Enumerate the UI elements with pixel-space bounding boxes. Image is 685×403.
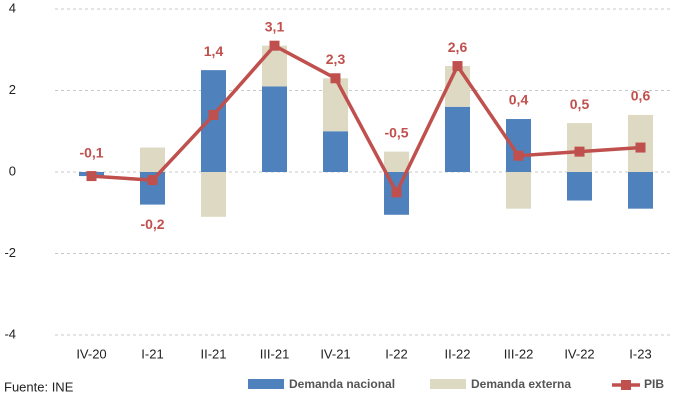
source: Fuente: INE (4, 379, 74, 394)
data-label: -0,2 (140, 216, 164, 232)
marker (208, 109, 219, 120)
data-label: 0,6 (631, 88, 651, 104)
bar (201, 172, 226, 217)
marker (635, 142, 646, 153)
bar (384, 151, 409, 172)
x-tick-label: I-23 (629, 346, 651, 361)
x-tick-label: III-22 (504, 346, 534, 361)
marker (391, 187, 402, 198)
y-tick-label: -2 (4, 245, 16, 260)
legend-label: PIB (644, 377, 664, 391)
marker (147, 175, 158, 186)
marker (86, 171, 97, 182)
y-tick-label: 4 (9, 0, 16, 15)
y-tick-label: 2 (9, 82, 16, 97)
y-tick-label: 0 (9, 163, 16, 178)
bar (567, 172, 592, 201)
x-tick-label: I-22 (385, 346, 407, 361)
data-label: 0,5 (570, 96, 590, 112)
bar (323, 78, 348, 132)
data-label: 0,4 (509, 92, 529, 108)
x-tick-label: III-21 (260, 346, 290, 361)
data-label: 2,3 (326, 51, 346, 67)
legend-label: Demanda externa (471, 377, 571, 391)
data-label: -0,1 (79, 145, 103, 161)
x-tick-label: IV-21 (320, 346, 350, 361)
bar (445, 106, 470, 172)
y-tick-label: -4 (4, 326, 16, 341)
legend-label: Demanda nacional (289, 377, 395, 391)
marker (452, 61, 463, 72)
marker (269, 40, 280, 51)
x-tick-label: IV-20 (76, 346, 106, 361)
legend-swatch (621, 380, 631, 390)
data-label: -0,5 (384, 124, 408, 140)
data-label: 1,4 (204, 43, 224, 59)
bar (506, 172, 531, 209)
bar (262, 86, 287, 172)
marker (574, 146, 585, 157)
x-tick-label: II-22 (444, 346, 470, 361)
x-tick-label: II-21 (200, 346, 226, 361)
bar (323, 131, 348, 172)
line (91, 43, 641, 197)
x-tick-label: I-21 (141, 346, 163, 361)
data-label: 3,1 (265, 18, 285, 34)
bar (140, 147, 165, 172)
legend-swatch (430, 379, 466, 389)
bar (201, 70, 226, 172)
x-tick-label: IV-22 (564, 346, 594, 361)
legend-swatch (248, 379, 284, 389)
bar (628, 172, 653, 209)
marker (513, 150, 524, 161)
marker (330, 73, 341, 84)
data-label: 2,6 (448, 39, 468, 55)
bar (262, 45, 287, 87)
